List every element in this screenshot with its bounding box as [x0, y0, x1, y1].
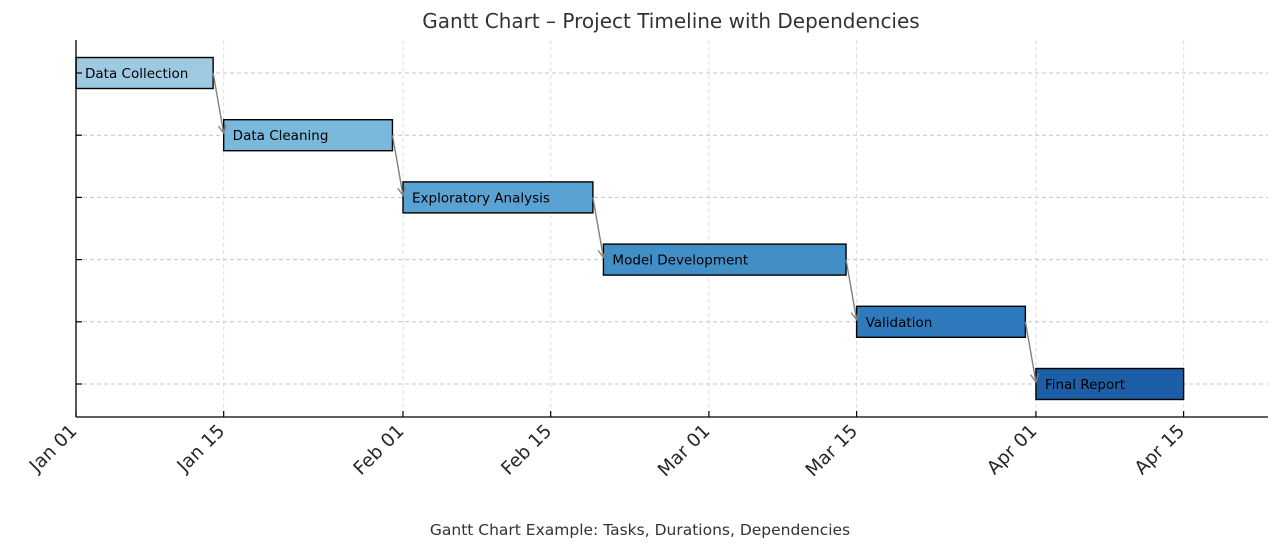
dependency-arrow: [845, 259, 857, 320]
grid: [75, 40, 1268, 417]
x-tick-label: Mar 15: [802, 421, 862, 481]
dependency-arrow: [212, 72, 224, 133]
task-bars: Data Collection Data Cleaning Exploratory …: [75, 56, 1185, 401]
task-label: Data Cleaning: [233, 128, 329, 144]
x-tick-label: Jan 15: [173, 421, 230, 478]
chart-caption: Gantt Chart Example: Tasks, Durations, D…: [429, 521, 851, 539]
x-tick-label: Mar 01: [654, 421, 714, 481]
task-bar: [222, 118, 394, 152]
dependency-arrow: [1024, 321, 1036, 382]
task-label: Exploratory Analysis: [412, 190, 550, 206]
dependency-arrow: [592, 197, 604, 257]
task-bar: [602, 243, 847, 276]
x-tick-label: Feb 01: [350, 421, 409, 480]
task-bar: [402, 181, 594, 214]
dependency-arrow: [391, 135, 403, 195]
x-tick-label: Jan 01: [25, 421, 82, 478]
task-label: Final Report: [1045, 377, 1125, 393]
task-label: Validation: [866, 315, 933, 331]
task-label: Data Collection: [85, 66, 188, 82]
task-label: Model Development: [612, 253, 748, 269]
chart-title: Gantt Chart – Project Timeline with Depe…: [422, 9, 920, 33]
x-tick-label: Apr 15: [1131, 421, 1189, 479]
x-tick-label: Apr 01: [983, 421, 1041, 479]
task-bar: [855, 305, 1027, 338]
x-tick-label: Feb 15: [497, 421, 556, 480]
dependency-arrows: [212, 72, 1036, 382]
task-bar: [1035, 367, 1185, 401]
